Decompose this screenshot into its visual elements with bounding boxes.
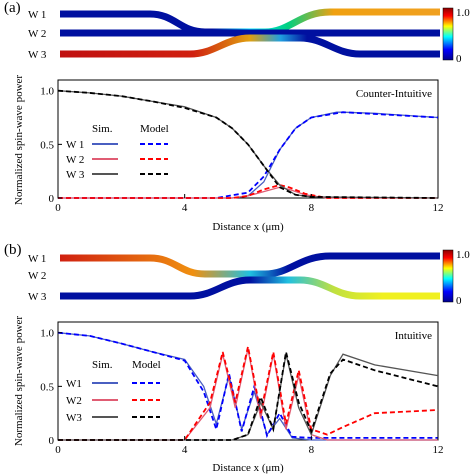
ylabel-a: Normalized spin-wave power	[13, 75, 25, 205]
panel-b: W 1 W 2 W 3 1.0 0 0 4 8 12 0 0.5 1.0 Intuitive…	[0, 242, 474, 476]
legend-b-entry-w1: W1	[66, 378, 82, 390]
legend-b-sim-header: Sim.	[92, 359, 113, 371]
y-tick-label-b-0: 0	[49, 435, 55, 447]
legend-b-entry-w3: W3	[66, 412, 82, 424]
plot-a-area	[57, 89, 439, 199]
plot-a-frame	[57, 79, 439, 199]
waveguide-map	[60, 8, 440, 58]
x-tick-label-b-3: 12	[433, 444, 444, 456]
y-tick-label-b-1: 0.5	[40, 381, 54, 393]
panel-label-b: (b)	[4, 242, 22, 258]
series-b-w3-model	[58, 351, 439, 441]
series-a-w2-sim	[58, 186, 438, 199]
series-b-w2-sim	[58, 348, 438, 441]
x-tick-label-b-2: 8	[309, 444, 315, 456]
mode-label-a: Counter-Intuitive	[356, 88, 432, 100]
legend-a: Sim. Model W 1 W 2 W 3	[66, 123, 169, 181]
plot-a-axes: 0 4 8 12 0 0.5 1.0	[40, 86, 443, 214]
waveguide-w3	[60, 34, 440, 58]
colorbar-a	[442, 7, 454, 61]
wg-label-b-w1: W 1	[28, 253, 46, 265]
waveguide-b-w1	[60, 252, 440, 278]
waveguide-map-b	[60, 252, 440, 300]
series-a-w3-model	[57, 89, 439, 199]
x-tick-label-a-1: 4	[182, 202, 188, 214]
x-tick-label-a-0: 0	[55, 202, 61, 214]
plot-b-frame	[57, 321, 439, 441]
colorbar-a-max: 1.0	[456, 7, 470, 19]
series-a-w1-sim	[58, 111, 439, 199]
series-b-w2-model	[58, 346, 439, 441]
wg-label-w3: W 3	[28, 49, 47, 61]
waveguide-b-w3	[60, 276, 440, 300]
ylabel-b: Normalized spin-wave power	[13, 316, 25, 446]
y-tick-label-a-0: 0	[49, 193, 55, 205]
colorbar-a-min: 0	[456, 53, 462, 65]
legend-a-entry-w3: W 3	[66, 169, 85, 181]
y-tick-label-a-2: 1.0	[40, 86, 54, 98]
panel-label-a: (a)	[4, 0, 21, 16]
x-tick-label-b-1: 4	[182, 444, 188, 456]
legend-a-entry-w1: W 1	[66, 139, 84, 151]
wg-label-b-w3: W 3	[28, 291, 47, 303]
series-b-w3-sim	[58, 353, 439, 441]
panel-a-svg: W 1 W 2 W 3 1.0 0 0 4 8 12 0 0.5 1.0 Counter-I…	[13, 7, 470, 233]
legend-a-sim-header: Sim.	[92, 123, 113, 135]
xlabel-b: Distance x (μm)	[212, 462, 284, 474]
legend-a-entry-w2: W 2	[66, 154, 84, 166]
colorbar-b	[442, 249, 454, 303]
x-tick-label-b-0: 0	[55, 444, 61, 456]
wg-label-b-w2: W 2	[28, 270, 46, 282]
plot-b-axes: 0 4 8 12 0 0.5 1.0	[40, 328, 443, 456]
wg-label-w2: W 2	[28, 28, 46, 40]
legend-a-model-header: Model	[140, 123, 169, 135]
y-tick-label-b-2: 1.0	[40, 328, 54, 340]
series-a-w1-model	[58, 111, 439, 199]
colorbar-b-min: 0	[456, 295, 462, 307]
panel-b-svg: W 1 W 2 W 3 1.0 0 0 4 8 12 0 0.5 1.0 Intuitive…	[13, 249, 470, 474]
legend-b-model-header: Model	[132, 359, 161, 371]
y-tick-label-a-1: 0.5	[40, 139, 54, 151]
panel-a: W 1 W 2 W 3 1.0 0 0 4 8 12 0 0.5 1.0 Counter-I…	[4, 0, 470, 233]
legend-b: Sim. Model W1 W2 W3	[66, 359, 161, 424]
x-tick-label-a-2: 8	[309, 202, 315, 214]
x-tick-label-a-3: 12	[433, 202, 444, 214]
plot-b-area	[57, 331, 439, 441]
xlabel-a: Distance x (μm)	[212, 221, 284, 233]
legend-b-entry-w2: W2	[66, 395, 82, 407]
mode-label-b: Intuitive	[395, 330, 432, 342]
wg-label-w1: W 1	[28, 9, 46, 21]
colorbar-b-max: 1.0	[456, 249, 470, 261]
waveguide-w1	[60, 8, 440, 36]
